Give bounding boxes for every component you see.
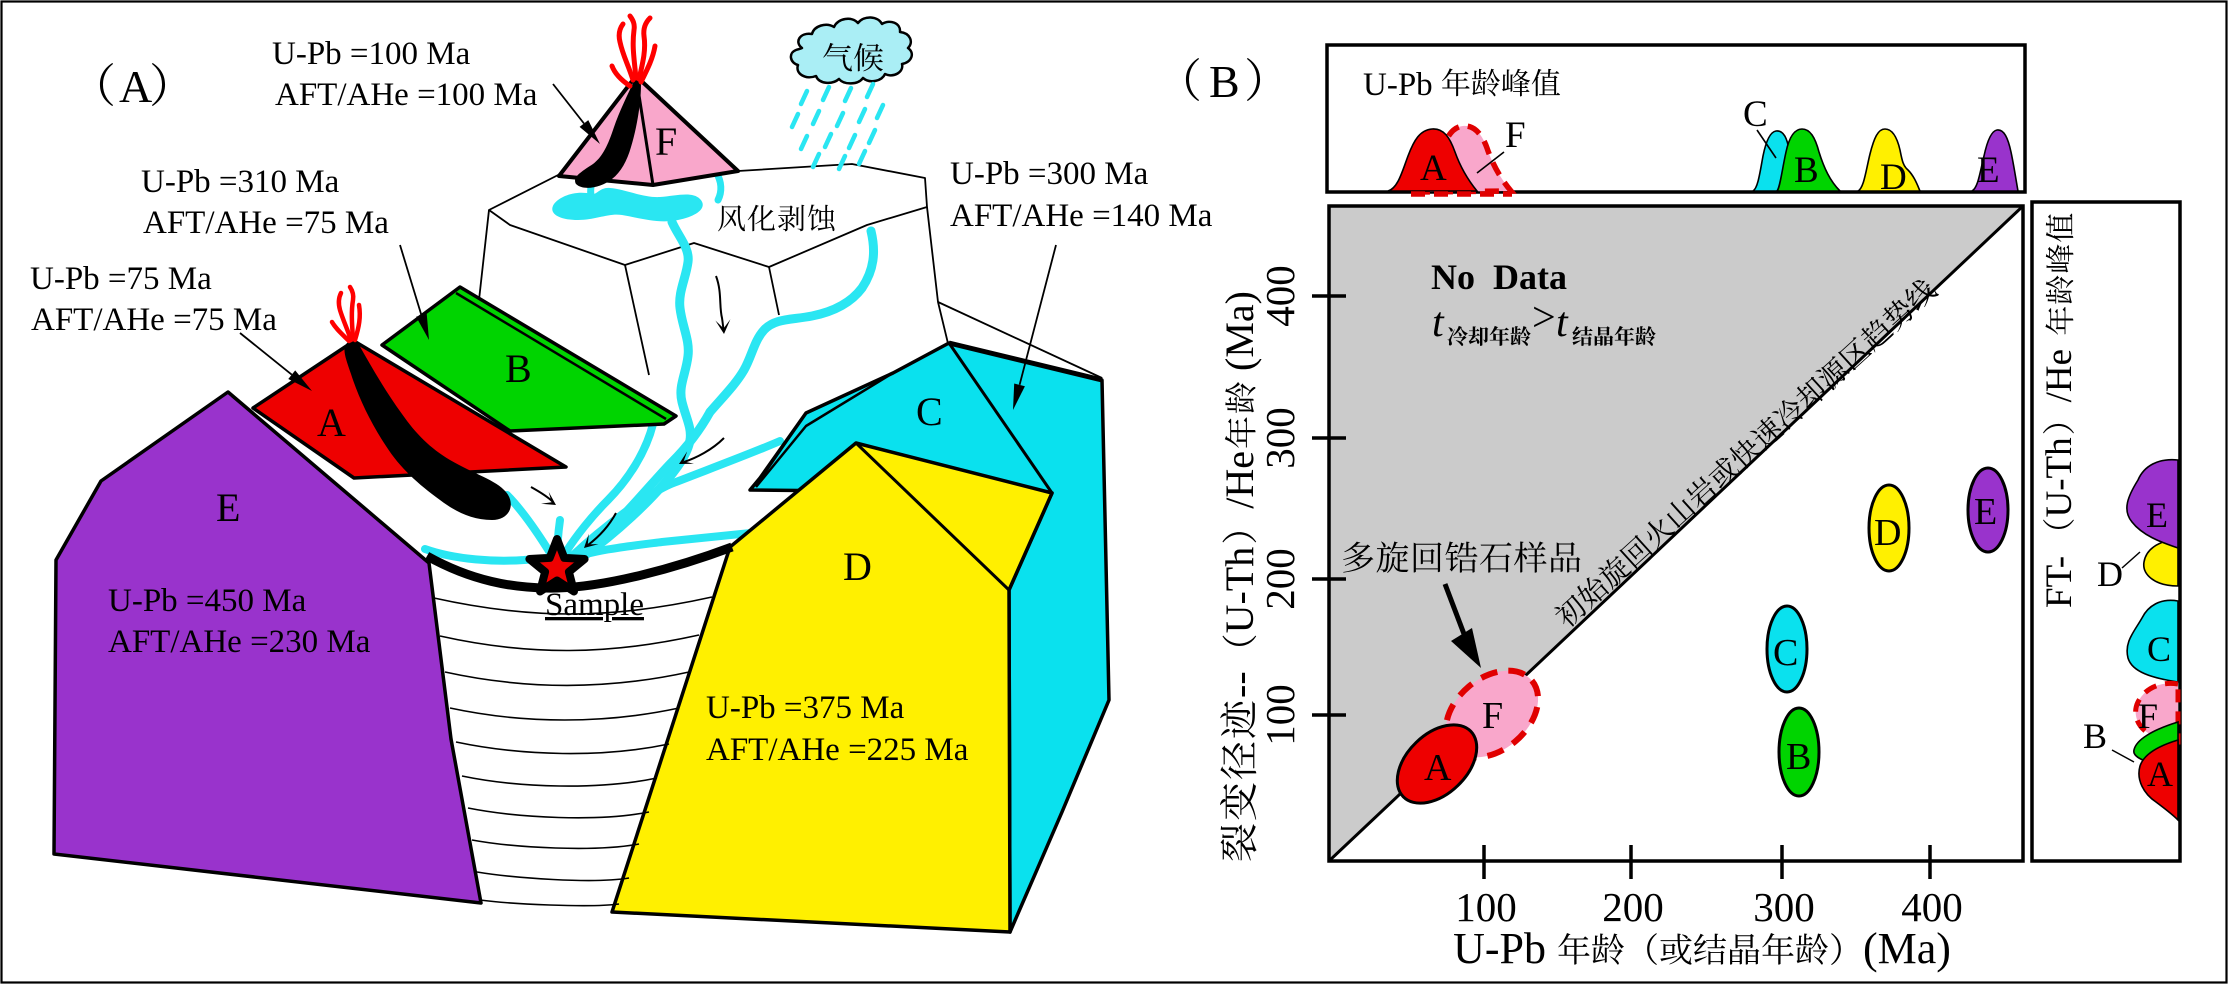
svg-text:400: 400 xyxy=(1257,265,1303,327)
svg-text:D: D xyxy=(843,544,872,589)
svg-text:Sample: Sample xyxy=(545,587,644,623)
svg-text:A: A xyxy=(317,400,346,445)
svg-text:A: A xyxy=(119,61,152,112)
svg-text:D: D xyxy=(1874,512,1901,554)
svg-text:C: C xyxy=(1743,94,1768,135)
svg-text:E: E xyxy=(1974,491,1997,533)
svg-text:AFT/AHe =75 Ma: AFT/AHe =75 Ma xyxy=(31,302,277,338)
svg-text:U-Th: U-Th xyxy=(2039,437,2080,518)
svg-text:E: E xyxy=(2146,495,2168,535)
svg-text:/He: /He xyxy=(1217,451,1262,509)
svg-text:A: A xyxy=(1424,747,1452,789)
svg-text:300: 300 xyxy=(1753,884,1815,930)
svg-text:F: F xyxy=(2138,696,2158,736)
svg-text:400: 400 xyxy=(1901,884,1963,930)
svg-text:D: D xyxy=(2097,554,2123,594)
svg-text:B: B xyxy=(1794,150,1819,191)
svg-text:B: B xyxy=(2083,716,2107,756)
svg-text:U-Pb =310 Ma: U-Pb =310 Ma xyxy=(141,164,340,200)
svg-text:U-Pb =75 Ma: U-Pb =75 Ma xyxy=(30,261,212,297)
svg-text:(Ma): (Ma) xyxy=(1863,924,1951,973)
svg-text:F: F xyxy=(1505,115,1526,156)
svg-text:200: 200 xyxy=(1602,884,1664,930)
svg-text:AFT/AHe =100 Ma: AFT/AHe =100 Ma xyxy=(275,77,538,113)
svg-text:A: A xyxy=(1420,148,1447,189)
svg-text:(Ma): (Ma) xyxy=(1217,291,1262,371)
svg-text:U-Pb =375 Ma: U-Pb =375 Ma xyxy=(706,690,905,726)
svg-text:No Data: No Data xyxy=(1431,257,1567,297)
svg-text:B: B xyxy=(1786,736,1811,778)
svg-text:E: E xyxy=(216,485,240,530)
svg-text:t: t xyxy=(1556,300,1569,346)
svg-text:t: t xyxy=(1432,300,1445,346)
svg-text:B: B xyxy=(505,346,532,391)
svg-text:AFT/AHe =75 Ma: AFT/AHe =75 Ma xyxy=(143,205,389,241)
svg-text:>: > xyxy=(1532,295,1556,341)
svg-text:AFT/AHe =225 Ma: AFT/AHe =225 Ma xyxy=(706,732,969,768)
svg-text:C: C xyxy=(1773,632,1798,674)
svg-text:/He: /He xyxy=(2039,349,2080,402)
svg-text:AFT/AHe =230 Ma: AFT/AHe =230 Ma xyxy=(108,624,371,660)
svg-text:C: C xyxy=(2147,629,2171,669)
svg-text:200: 200 xyxy=(1257,548,1303,610)
svg-text:AFT/AHe =140 Ma: AFT/AHe =140 Ma xyxy=(950,198,1213,234)
svg-text:100: 100 xyxy=(1455,884,1517,930)
svg-text:F: F xyxy=(655,119,677,164)
svg-text:F: F xyxy=(1482,695,1503,737)
svg-text:FT-: FT- xyxy=(2039,556,2080,608)
svg-text:100: 100 xyxy=(1257,684,1303,746)
svg-text:U-Th: U-Th xyxy=(1217,547,1262,634)
svg-text:300: 300 xyxy=(1257,407,1303,469)
svg-text:E: E xyxy=(1977,150,2000,191)
svg-text:U-Pb: U-Pb xyxy=(1363,67,1433,103)
svg-text:D: D xyxy=(1880,157,1907,198)
svg-text:--: -- xyxy=(1217,671,1262,698)
svg-text:A: A xyxy=(2147,754,2173,794)
svg-text:U-Pb =100 Ma: U-Pb =100 Ma xyxy=(272,36,471,72)
svg-text:U-Pb =300 Ma: U-Pb =300 Ma xyxy=(950,156,1149,192)
svg-text:B: B xyxy=(1209,56,1240,107)
svg-text:U-Pb =450 Ma: U-Pb =450 Ma xyxy=(108,583,307,619)
svg-text:C: C xyxy=(916,389,943,434)
svg-text:U-Pb: U-Pb xyxy=(1453,924,1546,973)
